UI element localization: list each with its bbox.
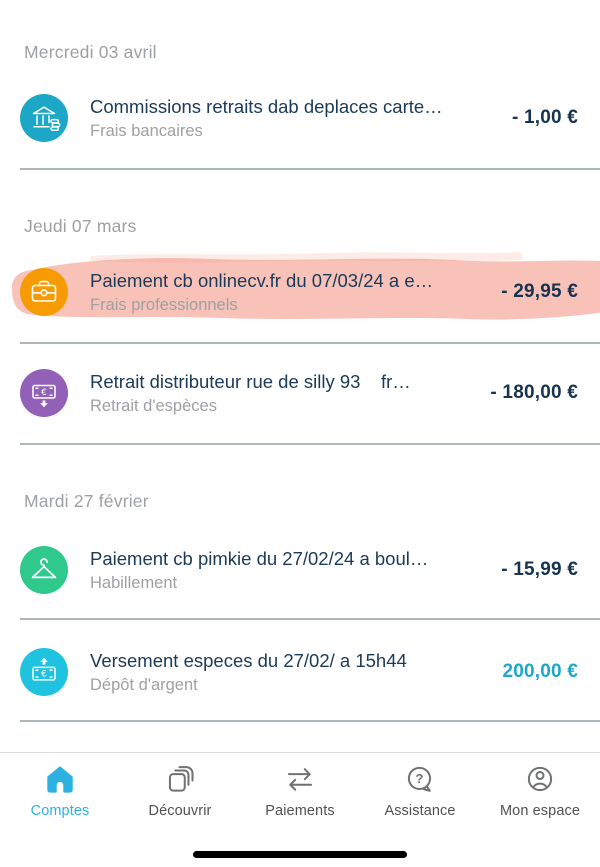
divider <box>20 720 600 722</box>
help-bubble-icon: ? <box>402 762 438 798</box>
svg-text:€: € <box>41 670 47 680</box>
transaction-title: Versement especes du 27/02/ a 15h44 <box>90 649 407 671</box>
briefcase-icon <box>20 268 68 316</box>
divider <box>20 342 600 344</box>
transaction-amount: 200,00 € <box>502 661 578 682</box>
nav-item-mon-espace[interactable]: Mon espace <box>480 762 600 819</box>
transaction-main: Versement especes du 27/02/ a 15h44 Dépô… <box>90 650 476 695</box>
svg-text:?: ? <box>415 771 423 786</box>
transaction-title: Paiement cb pimkie du 27/02/24 a boul… <box>90 547 429 569</box>
transaction-category: Dépôt d'argent <box>90 675 198 694</box>
cards-icon <box>162 762 198 798</box>
banknote-deposit-icon: € <box>20 648 68 696</box>
transaction-category: Retrait d'espèces <box>90 396 217 415</box>
transaction-row-highlighted[interactable]: Paiement cb onlinecv.fr du 07/03/24 a e…… <box>0 238 600 342</box>
home-indicator[interactable] <box>193 851 407 858</box>
transaction-row[interactable]: € Versement especes du 27/02/ a 15h44 Dé… <box>0 620 600 720</box>
profile-icon <box>522 762 558 798</box>
bottom-navigation: Comptes Découvrir Paiemen <box>0 752 600 867</box>
transaction-main: Retrait distributeur rue de silly 93 fr…… <box>90 371 464 416</box>
banknote-withdraw-icon: € <box>20 369 68 417</box>
transaction-row[interactable]: € Retrait distributeur rue de silly 93 f… <box>0 344 600 443</box>
transaction-row[interactable]: Paiement cb pimkie du 27/02/24 a boul… H… <box>0 513 600 618</box>
nav-label: Assistance <box>384 803 456 819</box>
transaction-amount: - 29,95 € <box>501 281 578 302</box>
transaction-row[interactable]: Commissions retraits dab deplaces carte…… <box>0 64 600 168</box>
nav-label: Découvrir <box>148 803 212 819</box>
transaction-main: Paiement cb onlinecv.fr du 07/03/24 a e…… <box>90 270 475 315</box>
transaction-title: Paiement cb onlinecv.fr du 07/03/24 a e… <box>90 269 434 291</box>
nav-item-paiements[interactable]: Paiements <box>240 762 360 819</box>
nav-label: Paiements <box>265 803 335 819</box>
transaction-amount: - 180,00 € <box>490 382 578 403</box>
hanger-icon <box>20 546 68 594</box>
transactions-list: Mercredi 03 avril Commissions retraits d… <box>0 42 600 722</box>
date-header: Jeudi 07 mars <box>24 216 137 236</box>
transaction-category: Habillement <box>90 573 178 592</box>
nav-item-comptes[interactable]: Comptes <box>0 762 120 819</box>
date-header: Mercredi 03 avril <box>24 42 157 62</box>
divider <box>20 618 600 620</box>
transaction-main: Paiement cb pimkie du 27/02/24 a boul… H… <box>90 548 475 593</box>
nav-item-assistance[interactable]: ? Assistance <box>360 762 480 819</box>
transaction-category: Frais bancaires <box>90 121 203 140</box>
nav-label: Comptes <box>30 803 90 819</box>
nav-items: Comptes Découvrir Paiemen <box>0 753 600 819</box>
transfer-arrows-icon <box>281 762 319 798</box>
transaction-amount: - 15,99 € <box>501 559 578 580</box>
transaction-amount: - 1,00 € <box>511 107 578 128</box>
svg-text:€: € <box>41 388 47 398</box>
nav-label: Mon espace <box>500 803 580 819</box>
transaction-title: Retrait distributeur rue de silly 93 fr… <box>90 370 411 392</box>
date-header: Mardi 27 février <box>24 491 149 511</box>
transaction-main: Commissions retraits dab deplaces carte…… <box>90 96 486 141</box>
nav-item-decouvrir[interactable]: Découvrir <box>120 762 240 819</box>
divider <box>20 168 600 170</box>
bank-icon <box>20 94 68 142</box>
divider <box>20 443 600 445</box>
transaction-category: Frais professionnels <box>90 295 238 314</box>
home-icon <box>42 762 78 798</box>
transaction-title: Commissions retraits dab deplaces carte… <box>90 95 443 117</box>
